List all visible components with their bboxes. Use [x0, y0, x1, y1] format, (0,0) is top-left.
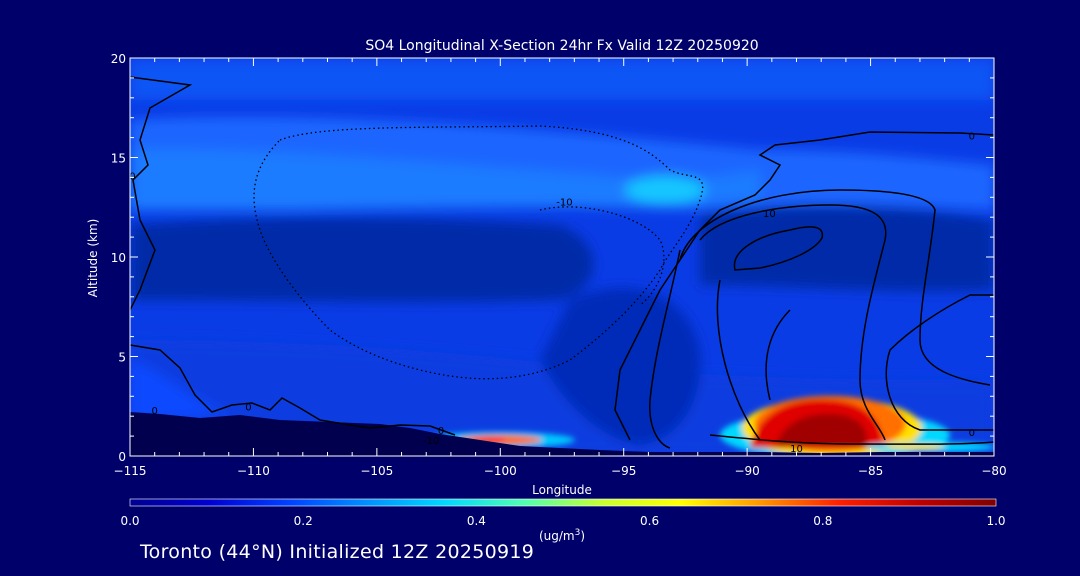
contour-ten-inner: [716, 279, 761, 441]
contour-label: 10: [763, 209, 776, 220]
y-tick-label: 20: [111, 52, 126, 66]
colorbar-units-suffix: ): [580, 529, 585, 543]
contour-label: 0: [438, 426, 444, 437]
contour-label: 0: [969, 428, 975, 439]
field-band-upper: [130, 60, 994, 100]
contour-dotted: [253, 125, 704, 380]
chart-title: SO4 Longitudinal X-Section 24hr Fx Valid…: [365, 38, 758, 54]
colorbar-ticks: 0.0 0.2 0.4 0.6 0.8 1.0: [120, 514, 1005, 528]
colorbar: [129, 498, 997, 507]
x-axis: −115 −110 −105 −100 −95 −90 −85 −80: [114, 58, 1007, 478]
contour-ten-mid: [699, 204, 887, 441]
footer-caption: Toronto (44°N) Initialized 12Z 20250919: [140, 541, 535, 563]
x-tick-label: −115: [114, 464, 147, 478]
contour-ten-east-loop: [765, 309, 791, 401]
x-tick-label: −100: [484, 464, 517, 478]
colorbar-units: (ug/m3): [539, 528, 585, 543]
colorbar-tick-label: 0.4: [467, 514, 486, 528]
field-band-lighter: [130, 149, 760, 210]
contour-ten-east-column: [649, 249, 681, 449]
field-dark-band-east: [700, 205, 994, 292]
x-tick-label: −85: [858, 464, 883, 478]
y-tick-label: 10: [111, 251, 126, 265]
y-tick-label: 15: [111, 152, 126, 166]
x-tick-label: −95: [611, 464, 636, 478]
contour-zero-west: [130, 76, 193, 311]
terrain: [130, 412, 994, 456]
x-tick-label: −80: [981, 464, 1006, 478]
plume-east-darkred: [775, 413, 867, 446]
contour-label: 0: [151, 406, 157, 417]
contour-label: 0: [969, 132, 975, 143]
contour-zero-far-east: [885, 294, 994, 431]
contour-surface-east: [709, 434, 994, 445]
contour-ten-outer: [679, 189, 991, 386]
contour-negative-ten: [253, 125, 704, 380]
colorbar-units-superscript: 3: [575, 528, 581, 538]
colorbar-tick-label: 0.8: [813, 514, 832, 528]
field-cyan-patch: [625, 176, 705, 204]
colorbar-tick-label: 1.0: [986, 514, 1005, 528]
x-tick-label: −105: [360, 464, 393, 478]
contour-label: 0: [245, 402, 251, 413]
contour-label: -10: [423, 436, 439, 447]
y-axis: 0 5 10 15 20: [111, 52, 994, 464]
field-dark-band-west: [130, 217, 594, 303]
y-tick-label: 5: [118, 351, 126, 365]
colorbar-tick-label: 0.6: [640, 514, 659, 528]
colorbar-tick-label: 0.2: [294, 514, 313, 528]
colorbar-units-prefix: (ug/m: [539, 529, 575, 543]
x-axis-label: Longitude: [532, 483, 592, 497]
contour-lines: [130, 76, 994, 449]
plume-east-surface-yellow: [885, 444, 945, 450]
contour-label: -10: [556, 197, 572, 208]
contour-zero-east: [614, 131, 994, 441]
x-tick-label: −90: [734, 464, 759, 478]
y-tick-label: 0: [118, 450, 126, 464]
contour-label: 10: [790, 444, 803, 455]
y-axis-label: Altitude (km): [86, 219, 100, 298]
contour-zero-southwest: [130, 344, 456, 436]
x-tick-label: −110: [237, 464, 270, 478]
field-dark-column: [540, 288, 701, 445]
contour-ten-core: [733, 226, 824, 271]
colorbar-tick-label: 0.0: [120, 514, 139, 528]
